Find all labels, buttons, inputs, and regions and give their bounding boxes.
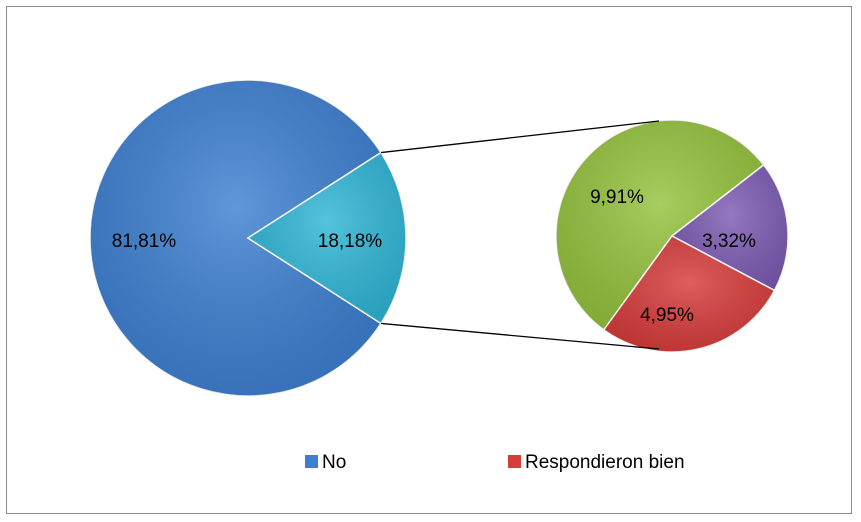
connector-line-top [380, 120, 660, 154]
legend: No Respondieron bien [305, 452, 685, 473]
legend-swatch-respondieron-bien [508, 455, 521, 468]
connector-lines [380, 120, 660, 350]
data-label-main-1: 18,18% [318, 231, 383, 252]
legend-label-respondieron-bien: Respondieron bien [525, 452, 685, 473]
legend-swatch-no [305, 455, 318, 468]
legend-label-no: No [322, 452, 346, 473]
connector-line-bottom [380, 322, 660, 350]
data-label-secondary-1: 3,32% [702, 231, 756, 252]
data-label-secondary-0: 9,91% [590, 187, 644, 208]
data-label-secondary-2: 4,95% [640, 305, 694, 326]
data-label-main-0: 81,81% [112, 231, 177, 252]
data-labels: 81,81% 18,18% 9,91% 3,32% 4,95% [112, 187, 756, 326]
